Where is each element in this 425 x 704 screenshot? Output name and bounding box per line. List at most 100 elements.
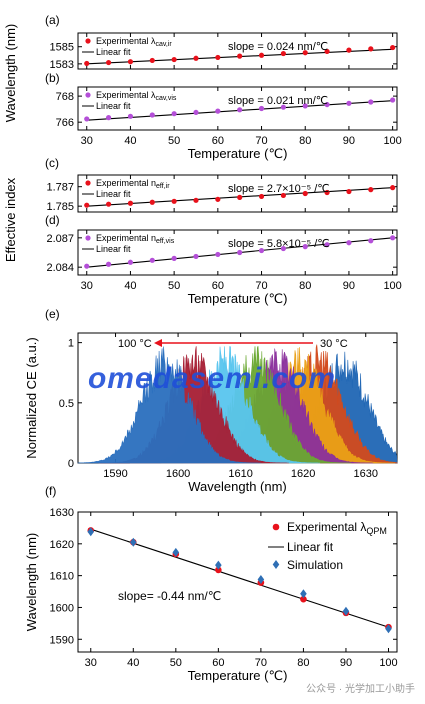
- panel-b-xtick-label: 90: [343, 135, 355, 147]
- panel-a-data-point: [280, 50, 286, 57]
- panel-c-legend-marker: [85, 180, 91, 186]
- panel-b-legend-sub: cav,vis: [156, 95, 177, 102]
- panel-b-data-point: [324, 101, 330, 108]
- qpm-legend-sim-marker: [272, 560, 280, 569]
- panel-b-ytick-label: 768: [56, 91, 74, 103]
- panel-c-data-point: [368, 187, 374, 193]
- qpm-fit-line: [90, 528, 389, 628]
- panel-f-xtick-label: 40: [127, 657, 139, 669]
- panel-d-xlabel: Temperature (℃): [188, 291, 288, 306]
- panel-b-data-point: [105, 115, 112, 121]
- panel-a-frame: [77, 32, 398, 70]
- panel-c-label: (c): [45, 156, 59, 170]
- panel-b-slope: slope = 0.021 nm/℃: [228, 95, 328, 107]
- panel-b-xtick-label: 70: [255, 135, 267, 147]
- panel-d-data-point: [127, 259, 134, 265]
- panel-b-label: (b): [45, 71, 60, 85]
- panel-d-legend-marker: [85, 235, 91, 241]
- panel-b-data-point: [149, 112, 155, 118]
- qpm-simulation-point: [385, 624, 392, 634]
- panel-d-data-point: [84, 263, 90, 269]
- panel-f-xtick-label: 100: [379, 657, 397, 669]
- panel-e-xtick-label: 1610: [228, 468, 252, 480]
- panel-a-legend-marker: [85, 38, 91, 44]
- panel-f-xtick-label: 70: [255, 657, 267, 669]
- panel-a-data-point: [127, 59, 134, 65]
- panel-d-data-point: [280, 245, 286, 252]
- panel-a-label: (a): [45, 13, 60, 27]
- panel-b-legend-fit: Linear fit: [96, 101, 131, 111]
- panel-c-data-point: [127, 200, 134, 206]
- qpm-simulation-point: [129, 537, 137, 547]
- shift-arrow-head: [154, 339, 162, 347]
- panel-a-data-point: [390, 44, 396, 51]
- panel-f-ytick-label: 1590: [50, 634, 74, 646]
- panel-e-xtick-label: 1620: [291, 468, 315, 480]
- panel-a-data-point: [105, 59, 112, 66]
- panel-e-ytick-label: 0: [68, 458, 74, 470]
- panel-d-data-point: [258, 247, 265, 254]
- panel-b-data-point: [127, 113, 134, 119]
- panel-b-data-point: [237, 107, 243, 113]
- panel-c-data-point: [105, 201, 112, 207]
- panel-a-data-point: [368, 46, 374, 52]
- panel-f-ytick-label: 1600: [50, 602, 74, 614]
- panel-a-data-point: [84, 60, 90, 67]
- panel-d-data-point: [368, 238, 374, 244]
- panel-a-data-point: [324, 48, 330, 55]
- panel-c-data-point: [237, 194, 243, 200]
- panel-d-frame: [77, 229, 398, 276]
- panel-c-data-point: [215, 196, 221, 202]
- panel-e-xtick-label: 1630: [353, 468, 377, 480]
- panel-a-data-point: [149, 57, 155, 64]
- panel-b-data-point: [390, 97, 396, 103]
- arrow-label-100c: 100 °C: [118, 338, 152, 350]
- panel-c-legend-fit: Linear fit: [96, 189, 131, 199]
- panel-f-frame: [77, 511, 398, 653]
- panel-c-data-point: [84, 202, 90, 208]
- panel-c-data-point: [302, 190, 308, 197]
- qpm-simulation-point: [215, 560, 222, 570]
- panel-b-xtick-label: 80: [299, 135, 311, 147]
- panel-e-xtick-label: 1600: [166, 468, 190, 480]
- panel-f-ytick-label: 1610: [50, 571, 74, 583]
- panel-b-xlabel: Temperature (℃): [188, 146, 288, 161]
- panel-d-ytick-label: 2.087: [46, 233, 74, 245]
- qpm-slope: slope= -0.44 nm/℃: [118, 589, 221, 603]
- panel-f-ytick-label: 1620: [50, 539, 74, 551]
- qpm-experimental-point: [300, 595, 307, 603]
- panel-d-data-point: [390, 235, 396, 241]
- panel-a-ytick-label: 1583: [50, 59, 74, 71]
- panel-f-xlabel: Temperature (℃): [188, 668, 288, 683]
- panel-d-xtick-label: 50: [168, 280, 180, 292]
- panel-d-xtick-label: 30: [81, 280, 93, 292]
- qpm-legend-sim: Simulation: [287, 558, 343, 572]
- panel-a-data-point: [215, 54, 221, 61]
- panel-d-xtick-label: 70: [255, 280, 267, 292]
- panel-d-xtick-label: 90: [343, 280, 355, 292]
- panel-a-legend-exp: Experimental λcav,ir: [96, 36, 172, 48]
- panel-d-xtick-label: 60: [212, 280, 224, 292]
- panel-e-ytick-label: 1: [68, 338, 74, 350]
- qpm-simulation-point: [172, 547, 180, 557]
- qpm-experimental-point: [215, 566, 222, 574]
- panel-a-data-point: [346, 47, 352, 53]
- panel-c-data-point: [258, 193, 265, 200]
- panel-b-data-point: [84, 116, 90, 122]
- panel-c-ytick-label: 1.787: [46, 182, 74, 194]
- panel-b-xtick-label: 50: [168, 135, 180, 147]
- panel-a-data-point: [171, 56, 177, 63]
- panel-b-data-point: [258, 105, 265, 112]
- panel-c-data-point: [346, 188, 352, 195]
- panel-b-data-point: [280, 104, 286, 110]
- qpm-simulation-point: [342, 606, 350, 616]
- panel-b-xtick-label: 60: [212, 135, 224, 147]
- panel-a-data-point: [302, 50, 308, 56]
- panel-d-data-point: [324, 242, 330, 248]
- panel-b-data-point: [193, 109, 199, 116]
- panel-a-legend-sub: cav,ir: [156, 41, 173, 48]
- panel-d-xtick-label: 40: [124, 280, 136, 292]
- panel-f-xtick-label: 80: [297, 657, 309, 669]
- panel-c-ytick-label: 1.785: [46, 201, 74, 213]
